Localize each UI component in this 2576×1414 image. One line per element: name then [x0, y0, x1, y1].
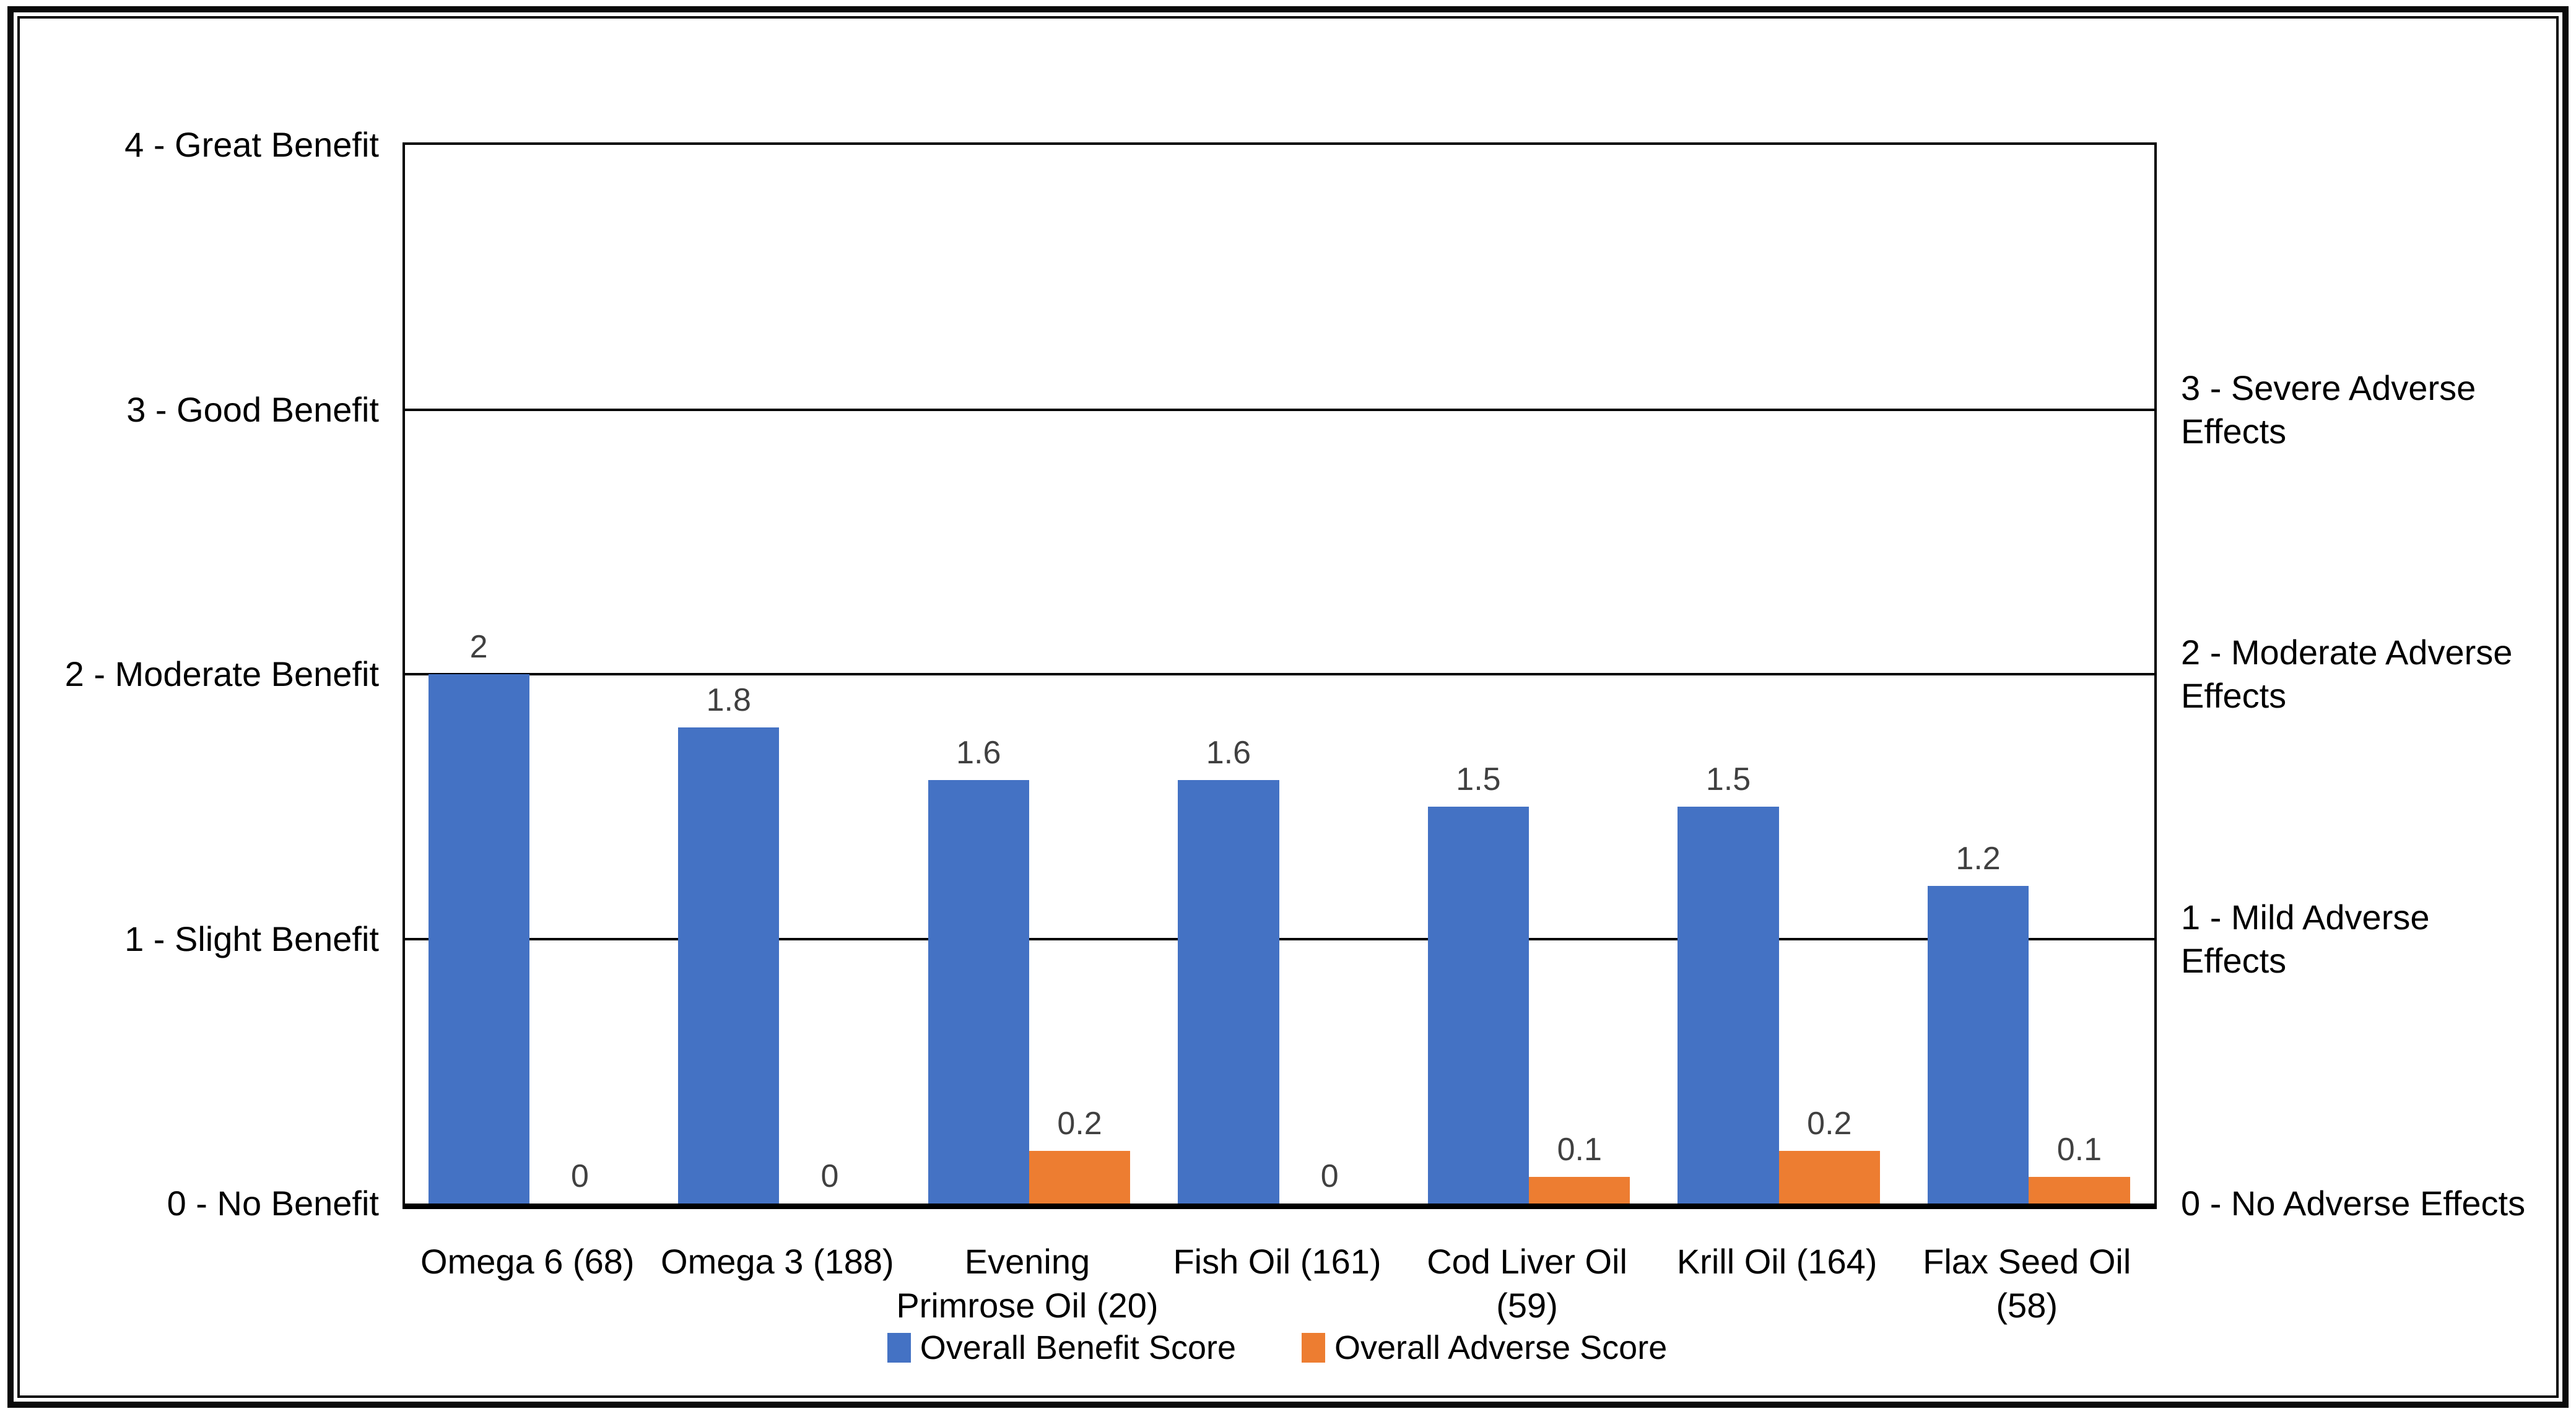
gridline: [405, 937, 2154, 940]
benefit-bar: [1178, 780, 1279, 1204]
legend-item-label: Overall Adverse Score: [1334, 1329, 1668, 1366]
adverse-value-label: 0.1: [1557, 1132, 1602, 1168]
adverse-value-label: 0.2: [1057, 1105, 1102, 1142]
adverse-value-label: 0.2: [1807, 1105, 1852, 1142]
benefit-bar: [1427, 806, 1530, 1204]
category-label: Flax Seed Oil (58): [1923, 1242, 2131, 1325]
legend-color-swatch: [887, 1333, 911, 1363]
benefit-value-label: 1.6: [1206, 735, 1251, 771]
benefit-bar: [428, 674, 529, 1204]
left-axis-tick-label: 2 - Moderate Benefit: [64, 654, 379, 693]
adverse-bar: [2029, 1177, 2130, 1204]
legend-item: Overall Benefit Score: [887, 1329, 1236, 1367]
gridline: [405, 673, 2154, 675]
benefit-value-label: 1.5: [1456, 761, 1501, 797]
benefit-bar: [1927, 886, 2029, 1204]
outer-border: [7, 6, 2569, 1408]
adverse-bar: [1029, 1150, 1131, 1204]
benefit-value-label: 1.8: [706, 682, 751, 718]
category-label: Omega 6 (68): [420, 1242, 635, 1281]
legend-item-label: Overall Benefit Score: [920, 1329, 1236, 1366]
gridline: [405, 408, 2154, 411]
category-label: Krill Oil (164): [1676, 1242, 1878, 1281]
category-label: Fish Oil (161): [1173, 1242, 1382, 1281]
plot-area: 2 0 1.8 0 1.6 0.2 1.6 0 1.5 0.1 1.5 0.2 1.2 0.1: [402, 142, 2157, 1209]
right-axis-tick-label: 1 - Mild Adverse Effects: [2181, 897, 2430, 980]
adverse-bar: [1529, 1177, 1630, 1204]
left-axis-tick-label: 1 - Slight Benefit: [124, 919, 379, 958]
benefit-bar: [678, 727, 780, 1204]
legend-item: Overall Adverse Score: [1302, 1329, 1667, 1367]
category-label: Omega 3 (188): [661, 1242, 894, 1281]
legend: Overall Benefit Score Overall Adverse Sco…: [402, 1329, 2152, 1367]
left-axis-tick-label: 4 - Great Benefit: [124, 125, 379, 164]
benefit-value-label: 1.5: [1705, 761, 1751, 797]
adverse-value-label: 0.1: [2056, 1132, 2102, 1168]
inner-border: [17, 16, 2559, 1398]
adverse-value-label: 0: [820, 1158, 839, 1194]
benefit-bar: [928, 780, 1029, 1204]
benefit-bar: [1677, 806, 1779, 1204]
right-axis-tick-label: 3 - Severe Adverse Effects: [2181, 368, 2476, 451]
category-label: Cod Liver Oil (59): [1427, 1242, 1627, 1325]
legend-color-swatch: [1302, 1333, 1325, 1363]
benefit-value-label: 2: [469, 629, 488, 665]
category-label: Evening Primrose Oil (20): [896, 1242, 1159, 1325]
adverse-value-label: 0: [1320, 1158, 1339, 1194]
benefit-value-label: 1.6: [956, 735, 1001, 771]
left-axis-tick-label: 3 - Good Benefit: [126, 389, 379, 429]
benefit-value-label: 1.2: [1956, 841, 2001, 877]
adverse-value-label: 0: [570, 1158, 589, 1194]
right-axis-tick-label: 2 - Moderate Adverse Effects: [2181, 633, 2513, 715]
right-axis-tick-label: 0 - No Adverse Effects: [2181, 1184, 2526, 1223]
left-axis-tick-label: 0 - No Benefit: [167, 1184, 379, 1223]
adverse-bar: [1778, 1150, 1880, 1204]
